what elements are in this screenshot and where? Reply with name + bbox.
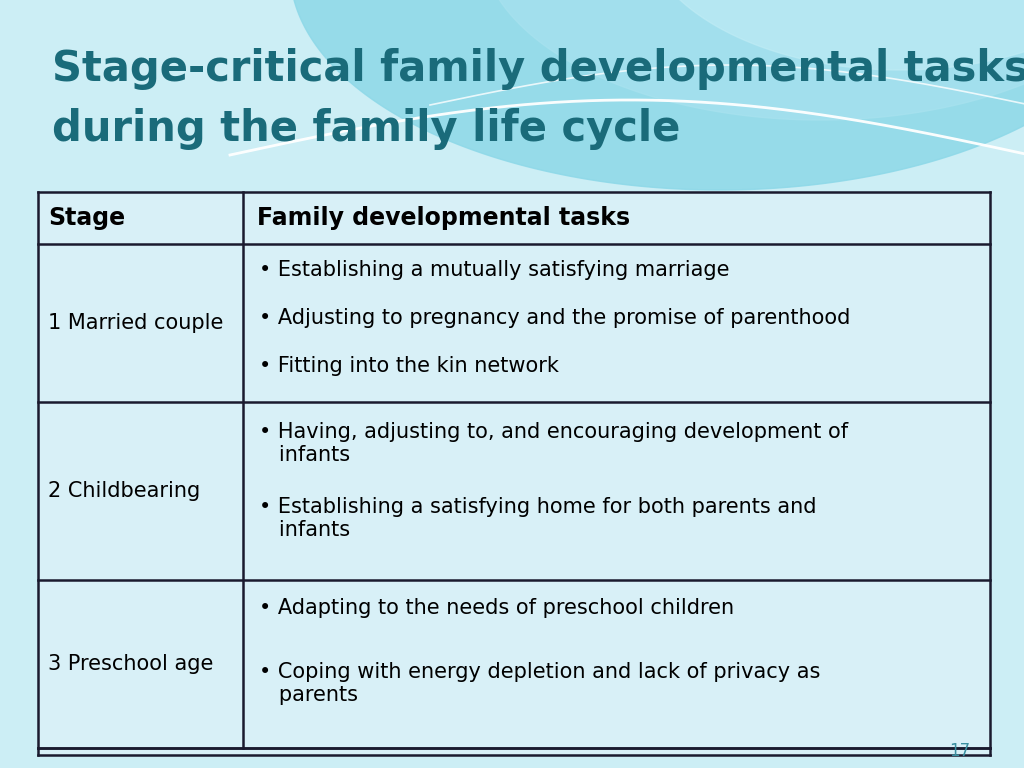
Text: • Coping with energy depletion and lack of privacy as
   parents: • Coping with energy depletion and lack … (259, 662, 820, 705)
Polygon shape (640, 0, 1024, 70)
Text: • Establishing a satisfying home for both parents and
   infants: • Establishing a satisfying home for bot… (259, 497, 816, 540)
Polygon shape (290, 0, 1024, 190)
Polygon shape (480, 0, 1024, 120)
Text: Stage-critical family developmental tasks: Stage-critical family developmental task… (52, 48, 1024, 90)
Bar (38, 192, 990, 748)
Text: • Having, adjusting to, and encouraging development of
   infants: • Having, adjusting to, and encouraging … (259, 422, 848, 465)
Text: 2 Childbearing: 2 Childbearing (48, 481, 201, 501)
Text: • Establishing a mutually satisfying marriage: • Establishing a mutually satisfying mar… (259, 260, 729, 280)
Text: • Adapting to the needs of preschool children: • Adapting to the needs of preschool chi… (259, 598, 734, 618)
Text: 17: 17 (949, 743, 970, 760)
Text: 3 Preschool age: 3 Preschool age (48, 654, 213, 674)
Text: Family developmental tasks: Family developmental tasks (257, 206, 630, 230)
Text: Stage: Stage (48, 206, 125, 230)
Text: • Fitting into the kin network: • Fitting into the kin network (259, 356, 558, 376)
Bar (38, 748, 990, 755)
Text: during the family life cycle: during the family life cycle (52, 108, 680, 150)
Text: 1 Married couple: 1 Married couple (48, 313, 223, 333)
Text: • Adjusting to pregnancy and the promise of parenthood: • Adjusting to pregnancy and the promise… (259, 308, 850, 328)
